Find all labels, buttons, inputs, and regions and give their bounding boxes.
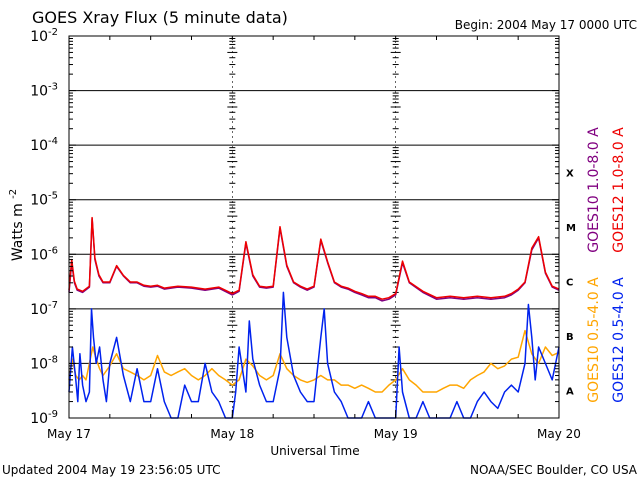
series-layer bbox=[68, 216, 560, 419]
y-tick-mantissa: 10 bbox=[30, 29, 48, 45]
x-tick-label: May 19 bbox=[374, 427, 418, 441]
y-tick-exponent: -6 bbox=[48, 245, 58, 256]
y-tick-mantissa: 10 bbox=[30, 138, 48, 154]
footer-credit: NOAA/SEC Boulder, CO USA bbox=[470, 463, 638, 477]
plot-frame bbox=[68, 35, 560, 419]
y-tick-exponent: -5 bbox=[48, 191, 58, 202]
legend-entry: GOES10 1.0-8.0 A bbox=[586, 127, 602, 253]
legend-entry: GOES10 0.5-4.0 A bbox=[586, 277, 602, 403]
flare-class-label: B bbox=[566, 332, 574, 343]
y-tick-exponent: -8 bbox=[48, 354, 58, 365]
y-tick-exponent: -3 bbox=[48, 82, 58, 93]
x-axis-label: Universal Time bbox=[270, 444, 359, 458]
x-tick-label: May 18 bbox=[210, 427, 254, 441]
y-tick-exponent: -2 bbox=[48, 27, 58, 38]
y-tick-exponent: -7 bbox=[48, 300, 58, 311]
y-axis-label-text: Watts m bbox=[10, 203, 26, 261]
flare-class-label: C bbox=[566, 278, 573, 289]
y-tick-mantissa: 10 bbox=[30, 193, 48, 209]
y-tick-label: 10-8 bbox=[30, 354, 58, 372]
x-tick-label: May 17 bbox=[47, 427, 91, 441]
flare-class-label: A bbox=[566, 387, 574, 398]
series-line-goes10-0-5-4-0-a bbox=[68, 329, 560, 393]
legend: GOES10 1.0-8.0 A GOES12 1.0-8.0 A GOES10 0… bbox=[586, 127, 627, 403]
y-tick-exponent: -9 bbox=[48, 409, 58, 420]
flare-class-label: X bbox=[566, 168, 574, 179]
legend-entry: GOES12 1.0-8.0 A bbox=[611, 127, 627, 253]
y-tick-mantissa: 10 bbox=[30, 84, 48, 100]
y-tick-label: 10-6 bbox=[30, 245, 58, 263]
x-tick-label: May 20 bbox=[537, 427, 581, 441]
y-tick-label: 10-3 bbox=[30, 82, 58, 100]
y-tick-mantissa: 10 bbox=[30, 247, 48, 263]
flare-class-label: M bbox=[566, 223, 576, 234]
y-tick-label: 10-7 bbox=[30, 300, 58, 318]
y-tick-label: 10-4 bbox=[30, 136, 58, 154]
legend-entry: GOES12 0.5-4.0 A bbox=[611, 277, 627, 403]
y-tick-label: 10-9 bbox=[30, 409, 58, 427]
series-line-goes12-0-5-4-0-a bbox=[68, 291, 560, 419]
y-tick-mantissa: 10 bbox=[30, 356, 48, 372]
y-tick-label: 10-5 bbox=[30, 191, 58, 209]
y-tick-mantissa: 10 bbox=[30, 411, 48, 427]
grid-layer bbox=[69, 35, 559, 419]
series-line-goes12-1-0-8-0-a bbox=[68, 216, 560, 300]
chart-title: GOES Xray Flux (5 minute data) bbox=[32, 8, 288, 27]
y-axis-label-exponent: -2 bbox=[8, 189, 19, 199]
y-tick-mantissa: 10 bbox=[30, 302, 48, 318]
y-axis-label: Watts m -2 bbox=[8, 189, 26, 261]
svg-text:Watts m -2: Watts m -2 bbox=[8, 189, 26, 261]
begin-time-label: Begin: 2004 May 17 0000 UTC bbox=[455, 18, 637, 32]
y-tick-label: 10-2 bbox=[30, 27, 58, 45]
series-line-goes10-1-0-8-0-a bbox=[68, 217, 560, 302]
footer-updated: Updated 2004 May 19 23:56:05 UTC bbox=[2, 463, 220, 477]
y-tick-exponent: -4 bbox=[48, 136, 58, 147]
